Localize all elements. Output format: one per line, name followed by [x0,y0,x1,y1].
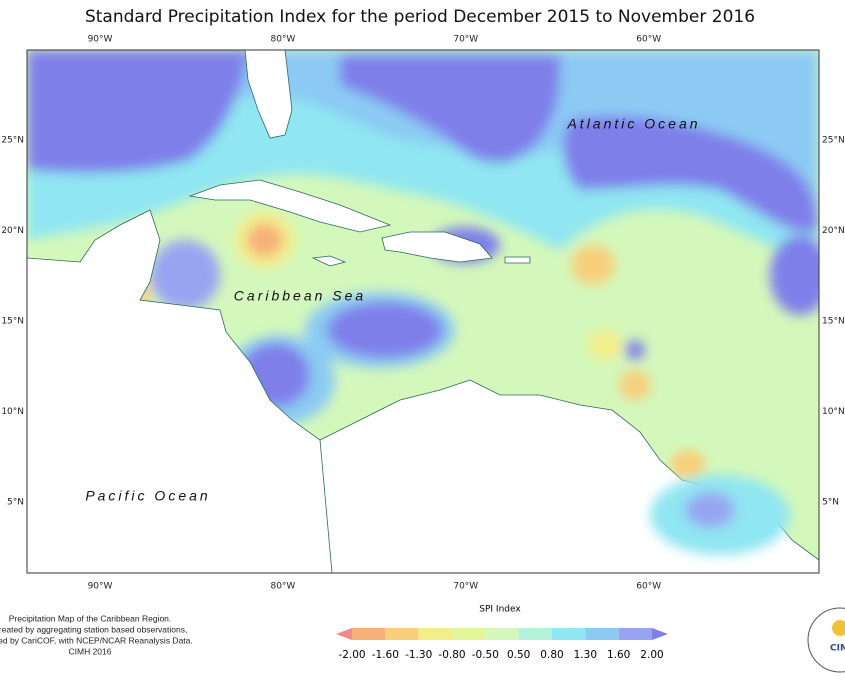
graticule-labels: 90°W 90°W 80°W 80°W 70°W 70°W 60°W 60°W 25°N 25°N… [1,35,844,592]
lat-label: 25°N [822,136,845,146]
logo: CIM [807,607,845,673]
ocean-label: Pacific Ocean [85,488,210,504]
legend-label: -2.00 [338,649,365,661]
legend-label: 1.60 [607,649,630,661]
lon-label: 60°W [636,35,661,45]
lon-label: 90°W [88,35,113,45]
credits: Precipitation Map of the Caribbean Regio… [0,613,193,656]
lon-label: 70°W [453,35,478,45]
lat-label: 25°N [1,136,24,146]
legend-label: 0.80 [540,649,563,661]
ocean-label: Atlantic Ocean [566,116,700,132]
legend-swatch [452,628,486,640]
legend: SPI Index -2.00 -1.60 -1.30 -0.80 -0.50 0.50 0… [336,605,668,661]
jamaica [311,255,347,267]
hispaniola [381,231,493,263]
legend-swatch [652,628,668,640]
credit-line: CIMH 2016 [69,646,112,656]
lat-label: 10°N [1,407,24,417]
legend-title: SPI Index [479,605,521,615]
florida [244,50,293,139]
spi-field [27,50,819,573]
legend-swatch [618,628,652,640]
legend-swatch [352,628,386,640]
puerto-rico [504,256,531,264]
credit-line: Created by aggregating station based obs… [0,624,187,634]
lon-label: 90°W [88,582,113,592]
lat-label: 20°N [1,226,24,236]
credit-line: Precipitation Map of the Caribbean Regio… [9,613,172,623]
lon-label: 80°W [270,582,295,592]
logo-text: CIM [830,644,845,654]
lat-label: 10°N [822,407,845,417]
legend-swatch [418,628,452,640]
cuba [188,179,392,233]
legend-swatch [485,628,519,640]
lat-label: 15°N [1,317,24,327]
legend-label: -0.80 [438,649,465,661]
legend-swatch [336,628,352,640]
lat-label: 5°N [822,498,839,508]
lat-label: 5°N [7,498,24,508]
legend-label: 0.50 [507,649,530,661]
map-frame [26,49,820,574]
credit-line: vided by CariCOF, with NCEP/NCAR Reanaly… [0,635,193,645]
lon-label: 60°W [636,582,661,592]
lat-label: 15°N [822,317,845,327]
legend-swatch [552,628,586,640]
lat-label: 20°N [822,226,845,236]
map-title: Standard Precipitation Index for the per… [85,7,755,27]
legend-label: 1.30 [574,649,597,661]
lon-label: 70°W [453,582,478,592]
legend-swatch [585,628,619,640]
legend-label: -1.60 [372,649,399,661]
legend-swatch [518,628,552,640]
legend-label: 2.00 [640,649,663,661]
lon-label: 80°W [270,35,295,45]
ocean-label: Caribbean Sea [234,288,366,304]
legend-label: -1.30 [405,649,432,661]
legend-swatch [385,628,419,640]
legend-label: -0.50 [472,649,499,661]
